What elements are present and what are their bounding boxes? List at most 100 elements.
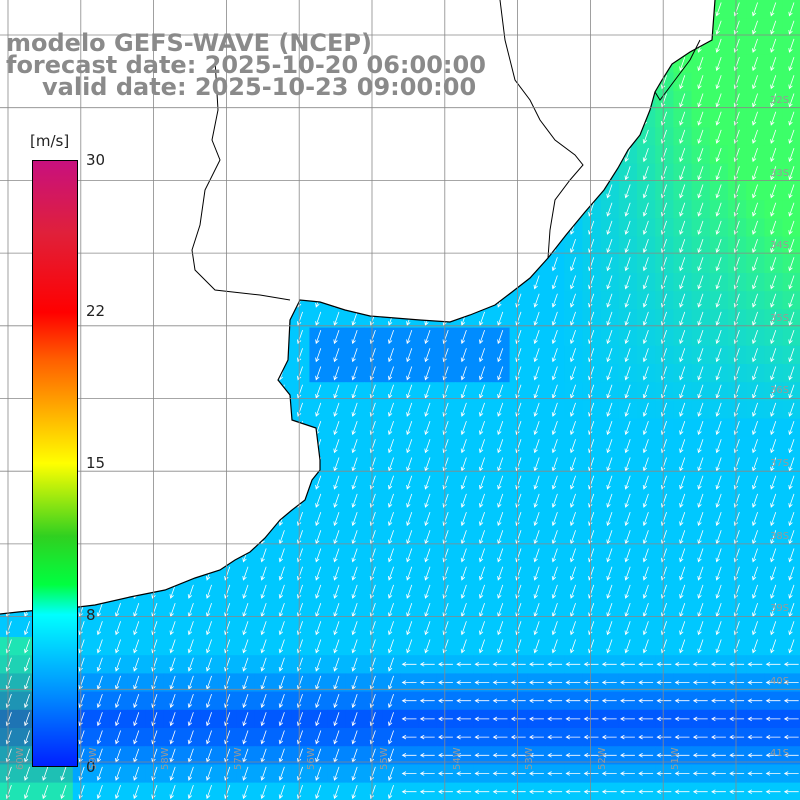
wind-arrow [642,202,649,217]
wind-arrow [224,566,231,581]
wind-arrow [224,766,231,781]
wind-arrow [770,384,777,399]
wind-arrow [401,662,417,667]
wind-arrow [642,439,649,454]
wind-arrow [674,680,690,685]
wind-arrow [460,420,467,436]
wind-arrow [406,639,413,654]
wind-arrow [697,493,704,508]
wind-arrow [297,621,303,636]
wind-arrow [770,639,777,654]
lat-label-35s: 35S [770,313,790,324]
wind-arrow [729,716,745,722]
wind-arrow [765,771,781,776]
wind-arrow [661,202,667,217]
wind-arrow [515,402,522,417]
wind-arrow [510,789,526,794]
wind-arrow [547,662,563,667]
wind-arrow [661,147,667,163]
wind-arrow [206,730,212,745]
wind-arrow [697,56,704,72]
wind-arrow [624,548,631,563]
wind-arrow [601,734,617,740]
wind-arrow [551,639,558,654]
wind-arrow [788,548,795,563]
wind-arrow [679,93,686,108]
wind-arrow [747,771,763,776]
wind-arrow [401,789,417,794]
wind-arrow [424,475,431,490]
wind-arrow [442,511,449,527]
wind-arrow [715,639,722,654]
wind-arrow [278,784,285,800]
wind-arrow [729,789,745,794]
wind-arrow [369,511,376,527]
wind-arrow [297,766,303,781]
wind-arrow [661,311,667,326]
wind-arrow [115,693,121,709]
wind-arrow [388,657,394,672]
wind-arrow [656,716,672,722]
wind-arrow [606,293,613,308]
wind-arrow [424,384,431,399]
wind-arrow [783,680,799,685]
wind-arrow [551,311,558,326]
wind-arrow [697,366,704,381]
wind-arrow [297,712,303,727]
wind-arrow [692,734,708,740]
wind-arrow [388,548,394,563]
wind-arrow [242,712,249,727]
wind-arrow [315,384,322,399]
wind-arrow [419,734,435,740]
wind-arrow [388,493,394,508]
wind-arrow [78,693,85,709]
wind-arrow [510,698,526,703]
colorbar-tick-8: 8 [86,606,96,624]
wind-arrow [674,662,690,667]
wind-arrow [42,766,49,781]
wind-arrow [424,584,431,599]
wind-arrow [752,275,758,290]
wind-arrow [588,493,595,508]
wind-arrow [206,584,212,599]
wind-arrow [497,311,504,326]
wind-arrow [661,238,667,254]
wind-arrow [642,420,649,436]
wind-arrow [333,402,340,417]
wind-arrow [260,784,267,800]
lat-label-34s: 34S [770,240,790,251]
wind-arrow [242,621,249,636]
wind-arrow [770,511,777,527]
wind-arrow [642,511,649,527]
wind-arrow [529,734,544,740]
wind-arrow [115,712,121,727]
wind-arrow [624,366,631,381]
wind-arrow [533,475,540,490]
wind-arrow [333,712,340,727]
wind-arrow [656,734,672,740]
wind-arrow [674,734,690,740]
wind-arrow [515,493,522,508]
wind-arrow [765,698,781,703]
wind-arrow [642,147,649,163]
wind-arrow [661,439,667,454]
wind-arrow [533,384,540,399]
wind-arrow [460,511,467,527]
wind-arrow [674,698,690,703]
wind-arrow [297,693,303,709]
wind-arrow [733,420,740,436]
wind-arrow [169,766,176,781]
wind-arrow [133,693,140,709]
wind-arrow [783,789,799,794]
lon-label-59w: 59W [88,747,99,770]
wind-arrow [206,784,212,800]
wind-arrow [642,621,649,636]
wind-arrow [96,639,103,654]
wind-arrow [479,493,485,508]
wind-arrow [624,348,631,363]
wind-arrow [679,202,686,217]
wind-arrow [369,730,376,745]
wind-arrow [388,420,394,436]
wind-arrow [497,639,504,654]
wind-arrow [497,566,504,581]
